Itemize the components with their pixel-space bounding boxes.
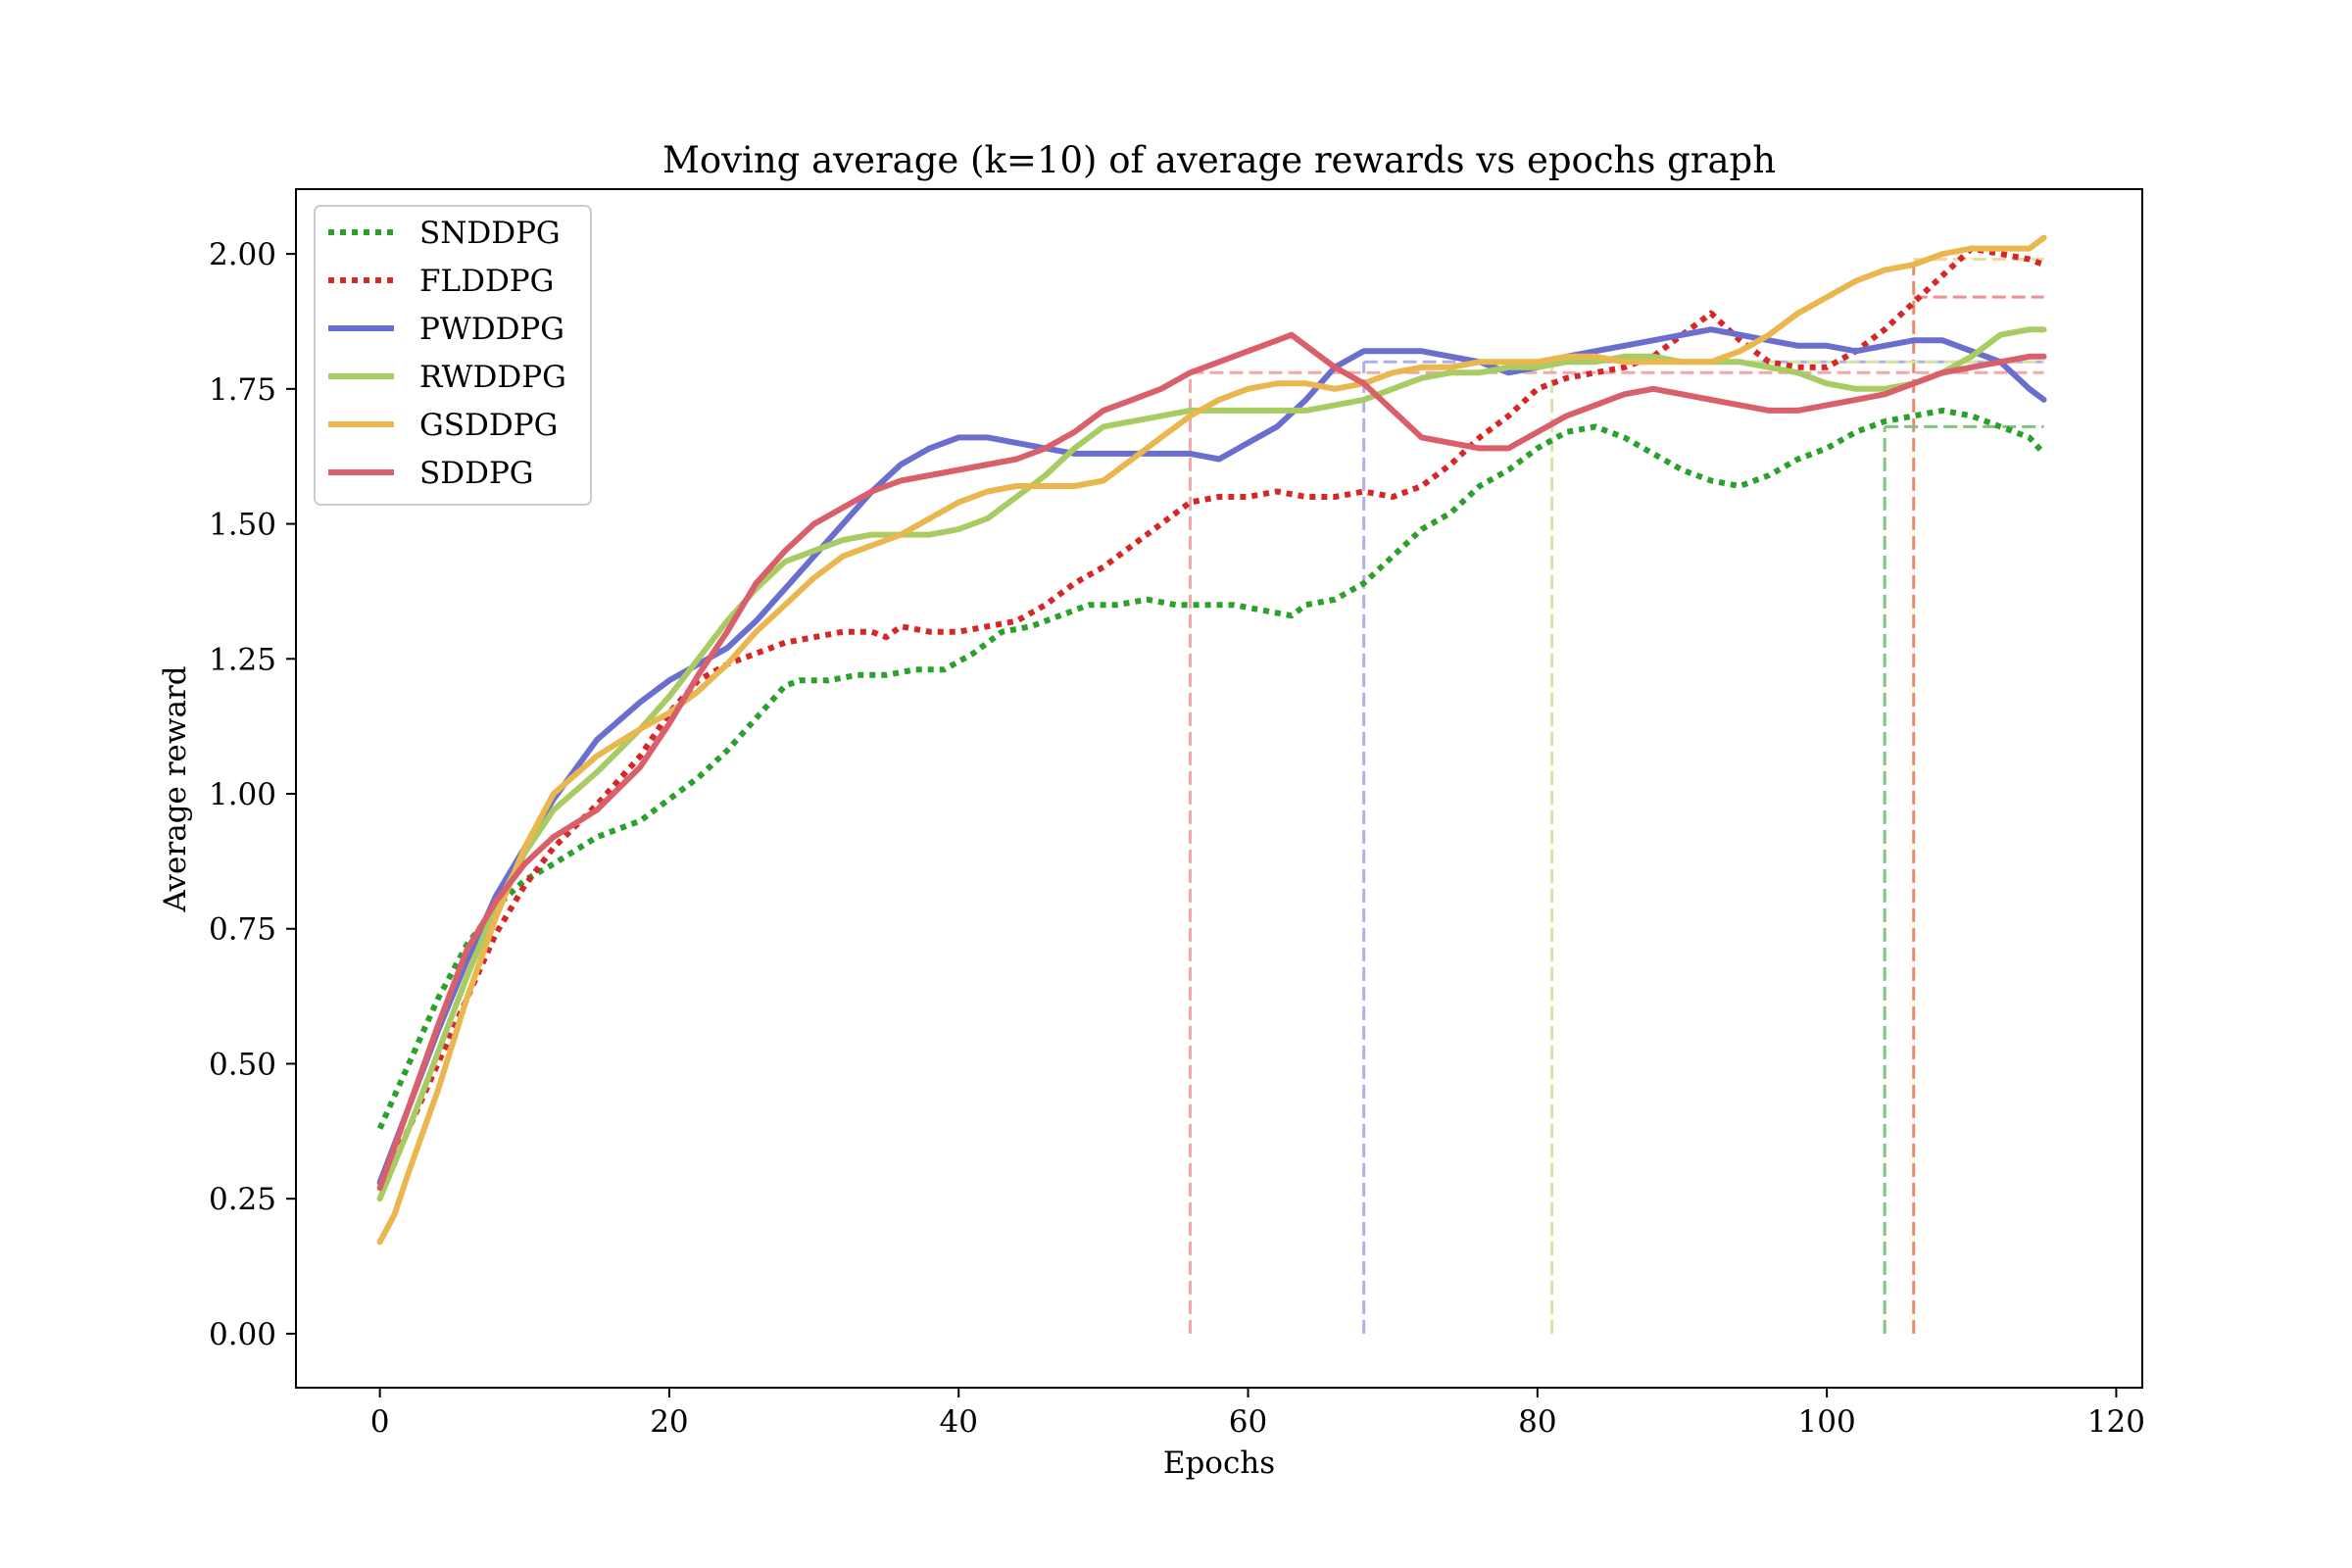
x-axis-label: Epochs xyxy=(1163,1446,1275,1481)
legend-label-rwddpg: RWDDPG xyxy=(419,360,566,395)
x-tick-label: 0 xyxy=(370,1404,390,1440)
y-tick-label: 1.25 xyxy=(209,642,276,677)
series-line-sddpg xyxy=(376,331,2047,1192)
series-line-pwddpg xyxy=(376,326,2047,1186)
x-tick-label: 120 xyxy=(2087,1404,2145,1440)
legend-label-sddpg: SDDPG xyxy=(419,456,534,491)
x-tick-label: 40 xyxy=(940,1404,978,1440)
y-tick-label: 0.75 xyxy=(209,912,276,948)
legend-label-gsddpg: GSDDPG xyxy=(419,408,558,443)
x-tick-label: 60 xyxy=(1229,1404,1267,1440)
x-tick-label: 100 xyxy=(1798,1404,1856,1440)
y-axis-label: Average reward xyxy=(158,665,193,912)
series-line-snddpg xyxy=(376,407,2046,1130)
x-tick-label: 80 xyxy=(1518,1404,1556,1440)
y-tick-label: 1.00 xyxy=(209,777,276,812)
y-axis-ticks: 0.00 0.25 0.50 0.75 1.00 1.25 1.50 1.75 2.00 xyxy=(209,237,296,1352)
chart-title: Moving average (k=10) of average rewards… xyxy=(662,139,1776,181)
legend: SNDDPG FLDDPG PWDDPG RWDDPG GSDDPG SDDPG xyxy=(314,205,592,506)
y-tick-label: 2.00 xyxy=(209,237,276,272)
legend-label-flddpg: FLDDPG xyxy=(419,264,554,299)
y-tick-label: 0.50 xyxy=(209,1047,276,1082)
y-tick-label: 0.25 xyxy=(209,1182,276,1217)
x-tick-label: 20 xyxy=(650,1404,688,1440)
legend-label-pwddpg: PWDDPG xyxy=(419,312,564,347)
series-line-rwddpg xyxy=(376,326,2047,1202)
legend-box xyxy=(314,205,592,506)
legend-label-snddpg: SNDDPG xyxy=(419,216,561,251)
y-tick-label: 1.75 xyxy=(209,372,276,408)
x-axis-ticks: 0 20 40 60 80 100 120 xyxy=(370,1388,2145,1440)
plot-frame xyxy=(295,188,2143,1389)
y-tick-label: 1.50 xyxy=(209,508,276,543)
y-tick-label: 0.00 xyxy=(209,1317,276,1352)
series-line-gsddpg xyxy=(376,234,2047,1246)
series-lines xyxy=(376,234,2047,1246)
